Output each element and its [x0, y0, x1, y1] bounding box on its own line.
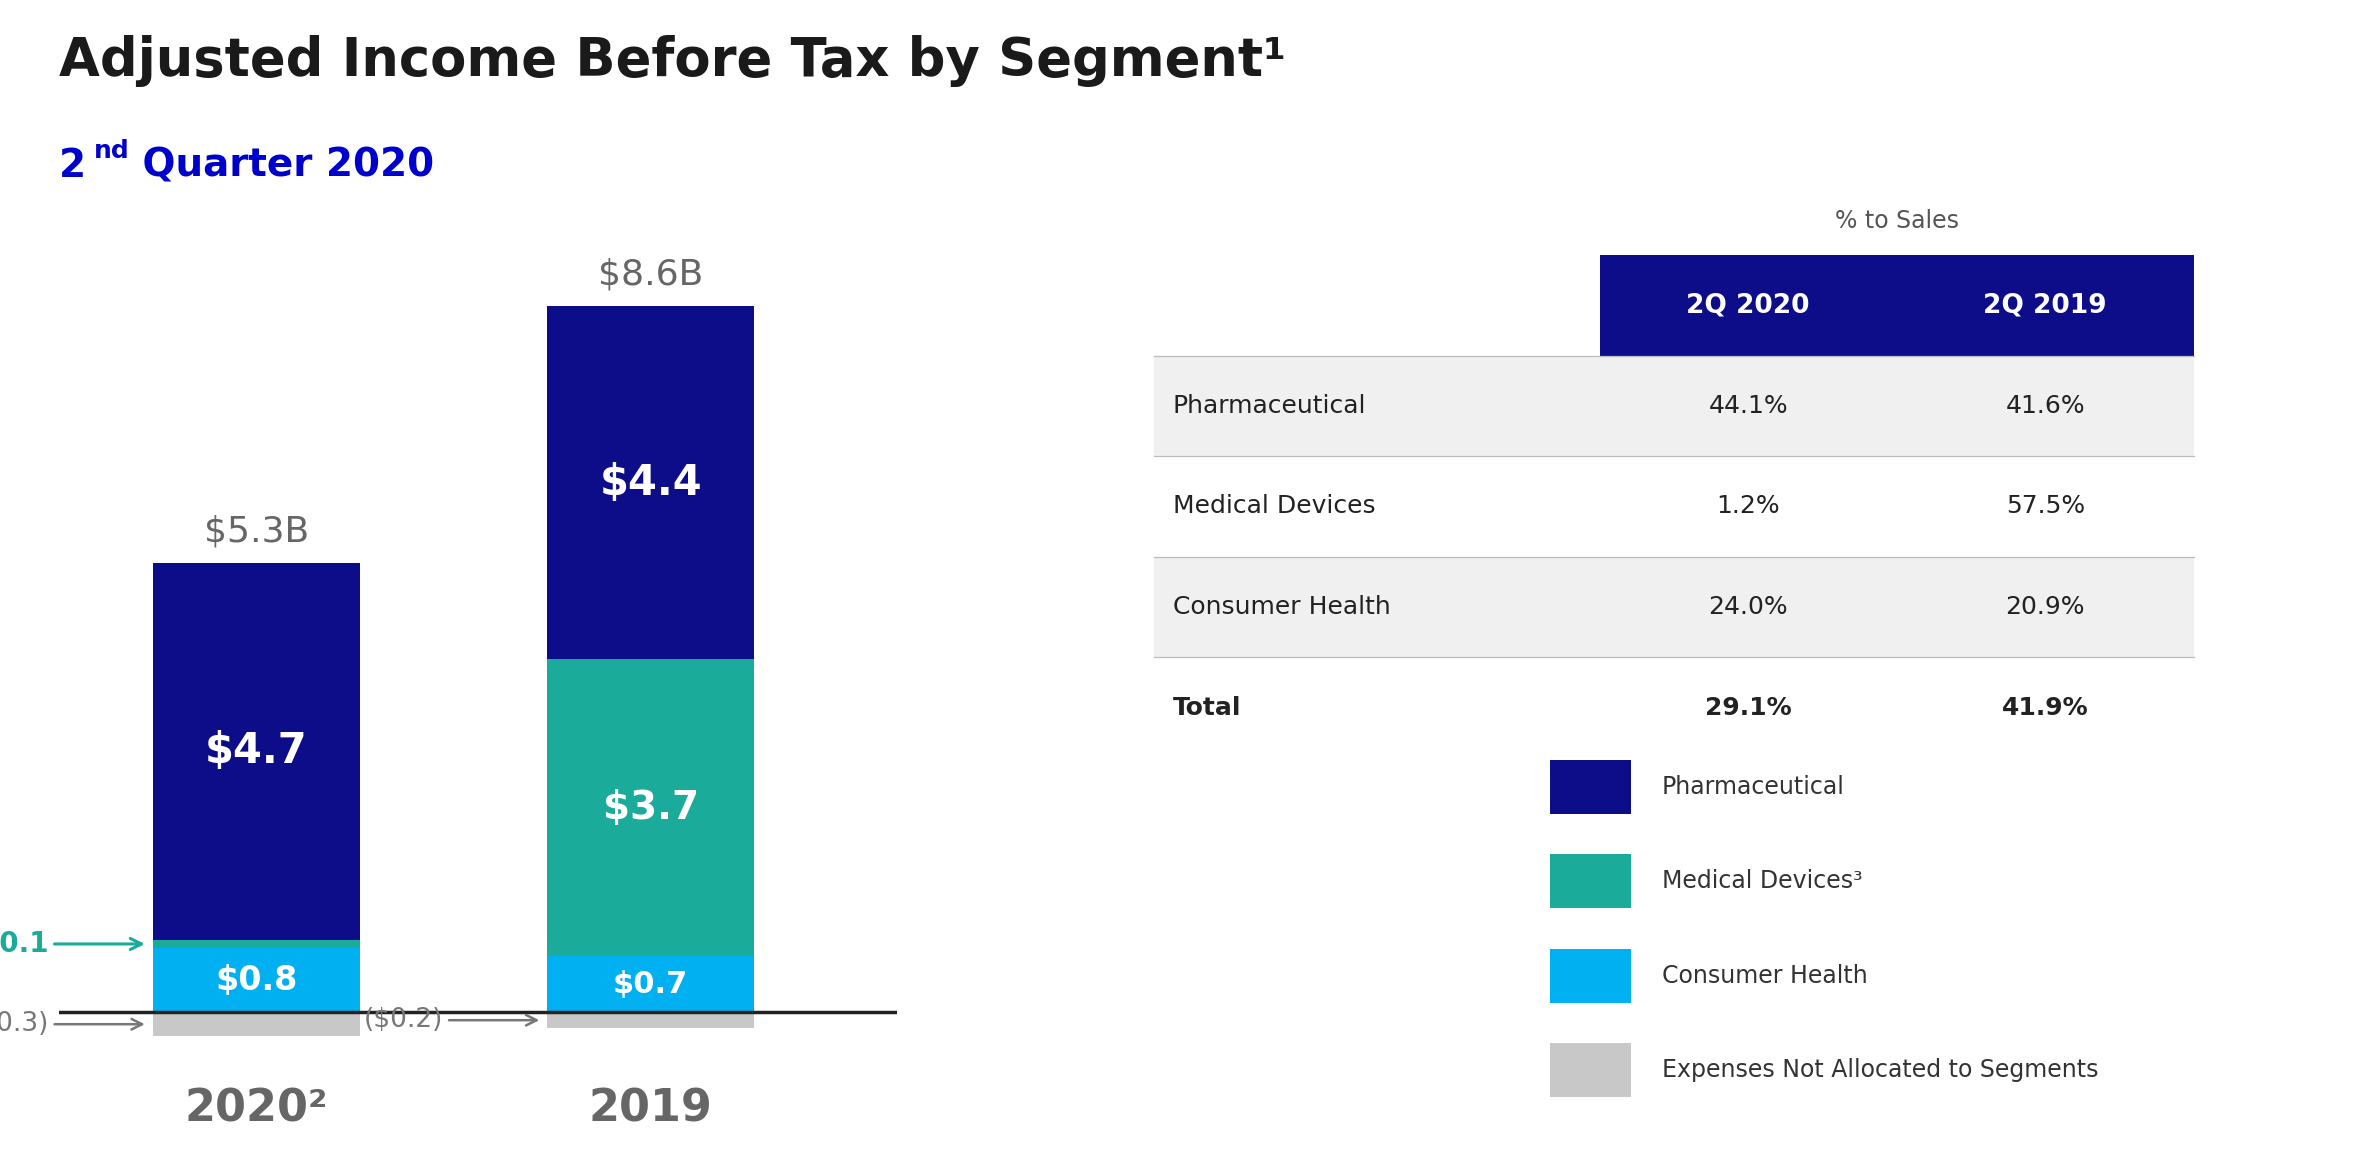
- Text: 2Q 2019: 2Q 2019: [1984, 292, 2107, 318]
- Text: Quarter 2020: Quarter 2020: [129, 147, 435, 184]
- Text: 44.1%: 44.1%: [1709, 393, 1789, 418]
- Bar: [546, 956, 753, 1012]
- Text: Pharmaceutical: Pharmaceutical: [1172, 393, 1365, 418]
- Bar: [1153, 457, 2194, 556]
- Text: ($0.2): ($0.2): [365, 1007, 537, 1033]
- Bar: [153, 1012, 360, 1037]
- Text: $8.6B: $8.6B: [598, 257, 704, 291]
- Text: 2: 2: [59, 147, 87, 184]
- Text: 29.1%: 29.1%: [1704, 695, 1791, 720]
- Bar: [1153, 356, 2194, 456]
- Text: 1.2%: 1.2%: [1716, 494, 1780, 519]
- Text: Medical Devices: Medical Devices: [1172, 494, 1375, 519]
- Text: 20.9%: 20.9%: [2006, 595, 2086, 619]
- Text: $0.1: $0.1: [0, 930, 141, 958]
- Text: Adjusted Income Before Tax by Segment¹: Adjusted Income Before Tax by Segment¹: [59, 35, 1285, 87]
- Text: Total: Total: [1172, 695, 1241, 720]
- Text: $3.7: $3.7: [603, 789, 699, 826]
- Bar: [1551, 760, 1631, 814]
- Text: 24.0%: 24.0%: [1709, 595, 1789, 619]
- Text: 2Q 2020: 2Q 2020: [1685, 292, 1810, 318]
- Bar: [1551, 1043, 1631, 1098]
- Text: 41.9%: 41.9%: [2001, 695, 2088, 720]
- Text: $0.8: $0.8: [214, 964, 297, 997]
- Text: ($0.3): ($0.3): [0, 1011, 141, 1037]
- Text: Consumer Health: Consumer Health: [1662, 964, 1867, 987]
- Text: Expenses Not Allocated to Segments: Expenses Not Allocated to Segments: [1662, 1058, 2097, 1082]
- Bar: [153, 947, 360, 1012]
- Text: $4.7: $4.7: [205, 730, 308, 772]
- Text: $5.3B: $5.3B: [202, 514, 308, 548]
- Bar: [1897, 255, 2194, 356]
- Bar: [1551, 949, 1631, 1003]
- Text: Pharmaceutical: Pharmaceutical: [1662, 775, 1846, 798]
- Text: $0.7: $0.7: [612, 970, 687, 999]
- Bar: [546, 659, 753, 956]
- Bar: [1153, 657, 2194, 758]
- Text: nd: nd: [94, 139, 129, 162]
- Bar: [546, 1012, 753, 1028]
- Bar: [1551, 853, 1631, 909]
- Bar: [153, 940, 360, 947]
- Bar: [1601, 255, 1897, 356]
- Bar: [546, 306, 753, 659]
- Text: 57.5%: 57.5%: [2006, 494, 2086, 519]
- Bar: [153, 562, 360, 940]
- Text: Consumer Health: Consumer Health: [1172, 595, 1391, 619]
- Text: % to Sales: % to Sales: [1834, 209, 1959, 234]
- Text: $4.4: $4.4: [600, 461, 701, 504]
- Bar: [1153, 556, 2194, 657]
- Text: Medical Devices³: Medical Devices³: [1662, 869, 1862, 893]
- Text: 41.6%: 41.6%: [2006, 393, 2086, 418]
